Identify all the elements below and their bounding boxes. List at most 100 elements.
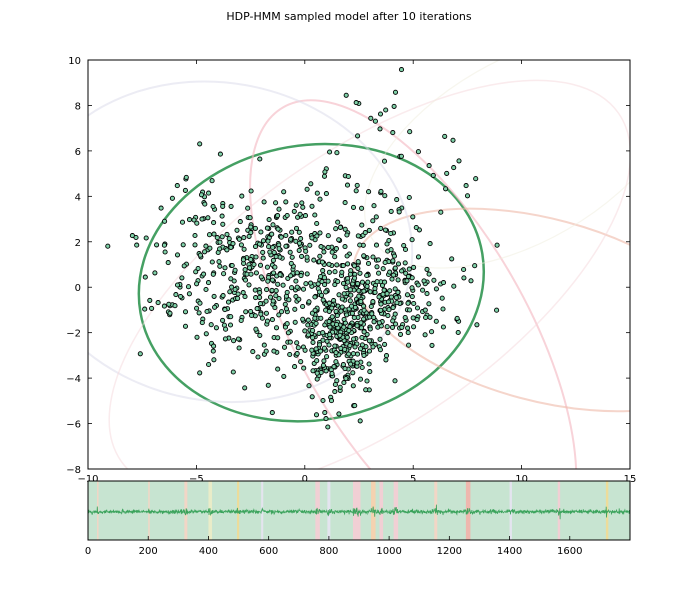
data-point-765 xyxy=(169,195,175,201)
data-point-772 xyxy=(182,187,188,193)
data-point-14 xyxy=(253,326,259,332)
data-point-522 xyxy=(332,389,338,395)
data-point-705 xyxy=(327,324,333,330)
data-point-445 xyxy=(294,284,300,290)
data-point-1114 xyxy=(451,165,457,171)
data-point-1052 xyxy=(411,264,417,270)
data-point-283 xyxy=(424,291,430,297)
data-point-967 xyxy=(374,264,380,270)
data-point-364 xyxy=(382,259,388,266)
data-point-756 xyxy=(348,361,354,367)
data-point-148 xyxy=(250,349,256,355)
data-point-1080 xyxy=(334,150,340,156)
data-point-776 xyxy=(194,281,200,287)
data-point-806 xyxy=(234,227,240,233)
data-point-914 xyxy=(299,253,305,259)
data-point-732 xyxy=(326,308,332,314)
data-point-465 xyxy=(201,271,207,277)
data-point-280 xyxy=(257,301,263,307)
data-point-808 xyxy=(185,284,192,290)
data-point-397 xyxy=(355,265,361,271)
data-point-867 xyxy=(162,218,168,224)
data-point-696 xyxy=(341,316,347,322)
data-point-629 xyxy=(321,358,327,364)
data-point-1092 xyxy=(381,158,388,164)
data-point-724 xyxy=(295,345,301,351)
data-point-122 xyxy=(474,322,480,328)
data-point-766 xyxy=(183,174,189,180)
data-point-879 xyxy=(213,325,219,331)
data-point-51 xyxy=(327,149,333,155)
data-point-321 xyxy=(227,322,234,328)
data-point-1006 xyxy=(348,303,355,309)
data-point-595 xyxy=(382,341,388,347)
y-tick-label-9: 10 xyxy=(68,56,81,67)
y-tick-label-3: −2 xyxy=(66,329,81,340)
data-point-690 xyxy=(337,384,343,390)
data-point-817 xyxy=(166,301,172,307)
data-point-182 xyxy=(335,219,341,225)
data-point-171 xyxy=(253,270,259,276)
data-point-651 xyxy=(312,294,318,300)
data-point-1091 xyxy=(415,149,421,155)
contour-ellipse-5 xyxy=(364,60,630,269)
data-point-924 xyxy=(211,357,217,363)
data-point-436 xyxy=(276,295,282,302)
data-point-1073 xyxy=(323,289,329,295)
y-tick-label-7: 6 xyxy=(75,147,81,158)
data-point-257 xyxy=(287,351,293,358)
data-point-1062 xyxy=(439,295,445,301)
data-point-1098 xyxy=(390,130,396,136)
strip-axis-ticks: 0 200 400 600 800 1000 1200 1400 1600 xyxy=(85,536,583,557)
data-point-1019 xyxy=(426,301,432,307)
data-point-1041 xyxy=(405,273,411,280)
data-point-715 xyxy=(342,346,348,353)
data-point-551 xyxy=(350,383,356,389)
data-point-356 xyxy=(303,281,309,287)
data-point-216 xyxy=(314,190,320,196)
data-point-746 xyxy=(366,361,372,367)
data-point-115 xyxy=(254,306,260,312)
x-tick-label-0: −10 xyxy=(77,474,98,485)
data-point-955 xyxy=(105,243,111,249)
data-point-490 xyxy=(292,364,298,370)
data-point-1039 xyxy=(355,281,361,287)
data-point-545 xyxy=(350,370,356,376)
data-point-899 xyxy=(296,296,302,302)
data-point-497 xyxy=(281,344,288,350)
data-point-137 xyxy=(395,261,402,267)
data-point-976 xyxy=(429,329,435,335)
data-point-423 xyxy=(210,271,216,277)
data-point-278 xyxy=(296,229,302,235)
x-tick-label-5: 15 xyxy=(624,474,637,485)
data-point-61 xyxy=(273,200,279,206)
data-point-880 xyxy=(267,249,273,255)
data-point-110 xyxy=(291,208,297,214)
data-point-405 xyxy=(342,226,348,232)
data-point-730 xyxy=(368,303,374,310)
data-point-721 xyxy=(361,307,367,313)
data-point-977 xyxy=(376,270,382,276)
data-point-1018 xyxy=(427,314,433,320)
data-point-1121 xyxy=(456,158,462,164)
data-point-367 xyxy=(355,259,361,265)
data-point-354 xyxy=(332,282,338,288)
data-point-683 xyxy=(358,320,364,326)
data-point-874 xyxy=(283,306,289,312)
data-point-707 xyxy=(301,365,307,371)
data-point-759 xyxy=(338,308,344,314)
data-point-1097 xyxy=(473,176,479,182)
data-point-834 xyxy=(252,243,259,250)
data-point-144 xyxy=(273,288,279,294)
state-band-4 xyxy=(237,481,240,540)
data-point-413 xyxy=(288,273,294,279)
state-band-13 xyxy=(465,481,471,540)
data-point-892 xyxy=(263,298,269,304)
data-point-378 xyxy=(321,249,327,255)
data-point-389 xyxy=(390,258,396,264)
data-point-404 xyxy=(281,373,287,379)
data-point-1063 xyxy=(374,279,380,285)
data-point-798 xyxy=(182,309,189,315)
data-point-1008 xyxy=(429,342,435,348)
data-point-821 xyxy=(181,263,187,269)
